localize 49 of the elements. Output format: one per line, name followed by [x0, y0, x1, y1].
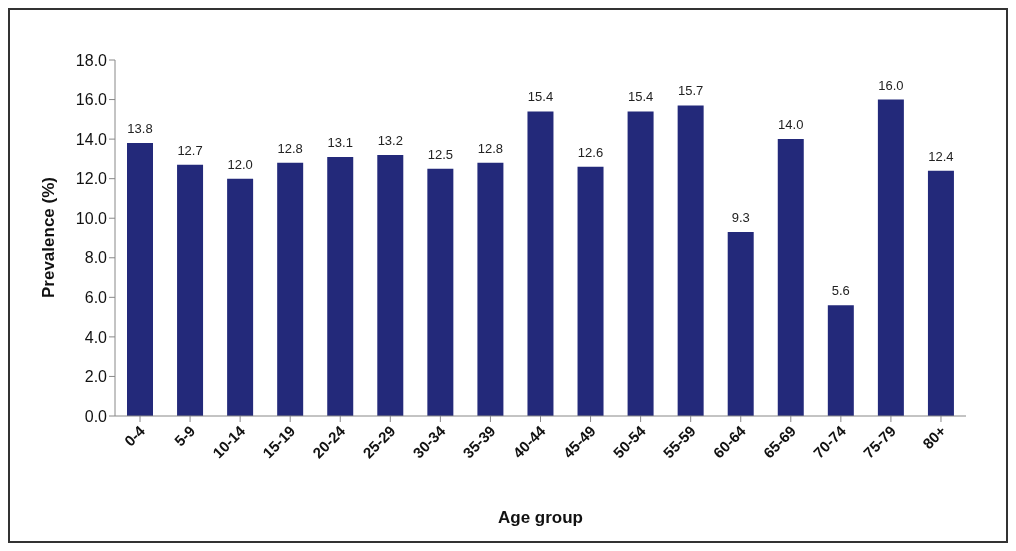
y-tick-label: 18.0	[75, 51, 108, 69]
bar	[727, 232, 754, 416]
bar	[527, 111, 554, 416]
bar	[827, 305, 854, 416]
x-tick-label: 5-9	[170, 422, 199, 450]
bar	[577, 166, 604, 416]
y-tick-label: 10.0	[75, 209, 108, 227]
data-label: 12.0	[227, 156, 253, 172]
bar	[477, 162, 504, 416]
data-label: 12.7	[177, 142, 203, 158]
y-tick-label: 16.0	[75, 91, 108, 109]
data-label: 5.6	[831, 283, 850, 299]
data-label: 15.4	[627, 89, 654, 105]
data-label: 15.7	[677, 83, 704, 99]
y-axis-title: Prevalence (%)	[39, 177, 59, 298]
data-label: 13.8	[127, 121, 153, 137]
y-tick-label: 8.0	[84, 249, 108, 267]
data-label: 12.5	[427, 146, 454, 162]
bar	[427, 168, 454, 416]
bar	[327, 156, 354, 416]
bar	[277, 162, 304, 416]
y-tick-label: 12.0	[75, 170, 108, 188]
data-label: 13.1	[327, 134, 353, 150]
y-tick-label: 4.0	[84, 328, 108, 346]
data-label: 12.8	[477, 140, 504, 156]
bar	[777, 139, 804, 416]
bar	[627, 111, 654, 416]
data-label: 12.8	[277, 140, 303, 156]
data-label: 15.4	[527, 89, 554, 105]
bar	[877, 99, 904, 416]
data-label: 14.0	[778, 117, 804, 133]
bar	[227, 178, 254, 416]
bar	[927, 170, 954, 416]
data-label: 16.0	[878, 77, 904, 93]
y-tick-label: 6.0	[84, 289, 108, 307]
x-axis-title: Age group	[498, 508, 583, 527]
bar	[377, 154, 404, 416]
data-label: 12.4	[928, 148, 954, 164]
x-tick-label: 80+	[919, 421, 950, 453]
bar	[177, 164, 204, 416]
bar	[677, 105, 704, 416]
y-tick-label: 14.0	[75, 130, 108, 148]
data-label: 12.6	[577, 144, 604, 160]
x-tick-label: 0-4	[120, 421, 149, 450]
data-label: 9.3	[731, 210, 750, 226]
data-label: 13.2	[377, 132, 403, 148]
bar	[127, 143, 153, 416]
y-tick-label: 2.0	[84, 368, 108, 386]
y-tick-label: 0.0	[84, 407, 108, 425]
